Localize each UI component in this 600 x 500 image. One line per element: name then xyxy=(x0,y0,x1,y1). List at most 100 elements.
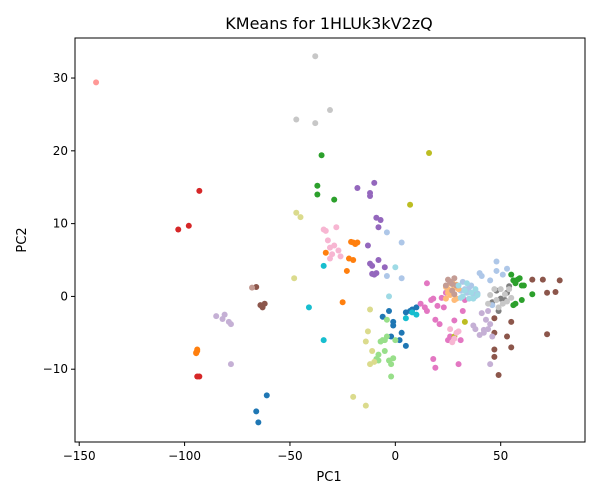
cluster-14-point-0 xyxy=(213,313,220,320)
cluster-5-point-12 xyxy=(495,372,502,379)
cluster-9-point-1 xyxy=(320,337,327,344)
cluster-8-point-1 xyxy=(426,150,433,157)
cluster-2-point-9 xyxy=(516,275,523,282)
cluster-10-point-2 xyxy=(398,239,405,246)
y-tick-label-0: −10 xyxy=(43,362,68,376)
cluster-16-point-4 xyxy=(331,242,338,249)
cluster-3-point-1 xyxy=(185,222,192,229)
cluster-14-point-16 xyxy=(482,316,489,323)
cluster-12-point-1 xyxy=(375,351,382,358)
cluster-1-point-6 xyxy=(343,267,350,274)
cluster-5-point-4 xyxy=(529,276,536,283)
cluster-14-point-12 xyxy=(478,310,485,317)
cluster-6-point-6 xyxy=(432,364,439,371)
cluster-12-point-13 xyxy=(381,348,388,355)
cluster-18-point-9 xyxy=(371,358,378,365)
cluster-0-point-4 xyxy=(386,307,393,314)
cluster-5-point-5 xyxy=(544,289,551,296)
cluster-18-point-10 xyxy=(369,348,376,355)
cluster-2-point-1 xyxy=(314,182,321,189)
cluster-5-point-16 xyxy=(504,333,511,340)
cluster-0-point-3 xyxy=(379,313,386,320)
cluster-5-point-6 xyxy=(544,331,551,338)
cluster-17-point-8 xyxy=(495,304,502,311)
cluster-0-point-1 xyxy=(255,419,262,426)
plot-frame xyxy=(74,37,586,443)
cluster-9-point-5 xyxy=(413,311,420,318)
cluster-5-point-13 xyxy=(491,346,498,353)
x-tick-label-2: −50 xyxy=(277,449,302,463)
y-axis-ticks: −10 0 10 20 30 xyxy=(43,71,75,376)
cluster-4-point-4 xyxy=(371,179,378,186)
cluster-19-point-9 xyxy=(470,295,477,302)
cluster-1-point-12 xyxy=(354,239,361,246)
cluster-19-point-1 xyxy=(392,264,399,271)
x-tick-label-1: −100 xyxy=(168,449,201,463)
cluster-12-point-12 xyxy=(392,337,399,344)
cluster-17-point-11 xyxy=(501,291,508,298)
cluster-5-point-17 xyxy=(491,315,498,322)
cluster-4-point-14 xyxy=(369,270,376,277)
cluster-16-point-14 xyxy=(455,328,462,335)
cluster-19-point-10 xyxy=(472,286,479,293)
cluster-16-point-7 xyxy=(337,253,344,260)
cluster-1-point-5 xyxy=(339,299,346,306)
cluster-4-point-6 xyxy=(375,257,382,264)
cluster-6-point-16 xyxy=(457,337,464,344)
cluster-16-point-5 xyxy=(333,224,340,231)
cluster-0-point-7 xyxy=(390,322,397,329)
cluster-0-point-14 xyxy=(413,304,420,311)
cluster-19-point-8 xyxy=(468,289,475,296)
cluster-6-point-3 xyxy=(423,307,430,314)
cluster-10-point-0 xyxy=(383,229,390,236)
chart-title: KMeans for 1HLUk3kV2zQ xyxy=(225,14,432,33)
cluster-16-point-9 xyxy=(322,227,329,234)
cluster-3-point-2 xyxy=(175,226,182,233)
cluster-15-point-1 xyxy=(442,282,449,289)
cluster-4-point-10 xyxy=(364,242,371,249)
cluster-16-point-1 xyxy=(324,237,331,244)
cluster-12-point-10 xyxy=(388,373,395,380)
cluster-14-point-17 xyxy=(480,326,487,333)
cluster-2-point-11 xyxy=(520,282,527,289)
cluster-10-point-15 xyxy=(499,271,506,278)
cluster-0-point-5 xyxy=(388,333,395,340)
cluster-17-point-5 xyxy=(487,291,494,298)
x-tick-label-3: 0 xyxy=(392,449,400,463)
cluster-11-point-8 xyxy=(442,295,449,302)
cluster-19-point-5 xyxy=(461,287,468,294)
cluster-10-point-13 xyxy=(493,258,500,265)
cluster-0-point-9 xyxy=(398,329,405,336)
cluster-2-point-12 xyxy=(518,297,525,304)
cluster-17-point-14 xyxy=(508,294,515,301)
cluster-5-point-15 xyxy=(508,318,515,325)
cluster-5-point-7 xyxy=(552,289,559,296)
cluster-19-point-2 xyxy=(455,282,462,289)
cluster-0-point-0 xyxy=(253,408,260,415)
cluster-17-point-3 xyxy=(293,116,300,123)
y-axis-label: PC2 xyxy=(15,227,30,252)
cluster-0-point-8 xyxy=(396,337,403,344)
cluster-5-point-3 xyxy=(261,300,268,307)
cluster-9-point-0 xyxy=(320,262,327,269)
cluster-17-point-2 xyxy=(312,120,319,127)
cluster-9-point-2 xyxy=(305,304,312,311)
cluster-15-point-8 xyxy=(451,291,458,298)
y-tick-label-1: 0 xyxy=(60,289,68,303)
cluster-6-point-2 xyxy=(423,280,430,287)
cluster-17-point-4 xyxy=(485,300,492,307)
cluster-2-point-14 xyxy=(529,291,536,298)
cluster-10-point-14 xyxy=(493,267,500,274)
cluster-2-point-0 xyxy=(314,191,321,198)
cluster-2-point-4 xyxy=(508,271,515,278)
cluster-14-point-2 xyxy=(221,311,228,318)
cluster-16-point-8 xyxy=(327,255,333,262)
scatter-points xyxy=(93,53,563,426)
cluster-14-point-15 xyxy=(487,361,494,368)
cluster-17-point-13 xyxy=(506,286,513,293)
cluster-4-point-3 xyxy=(369,262,376,269)
cluster-5-point-11 xyxy=(491,353,498,360)
cluster-14-point-13 xyxy=(485,307,492,314)
cluster-14-point-4 xyxy=(227,321,234,328)
